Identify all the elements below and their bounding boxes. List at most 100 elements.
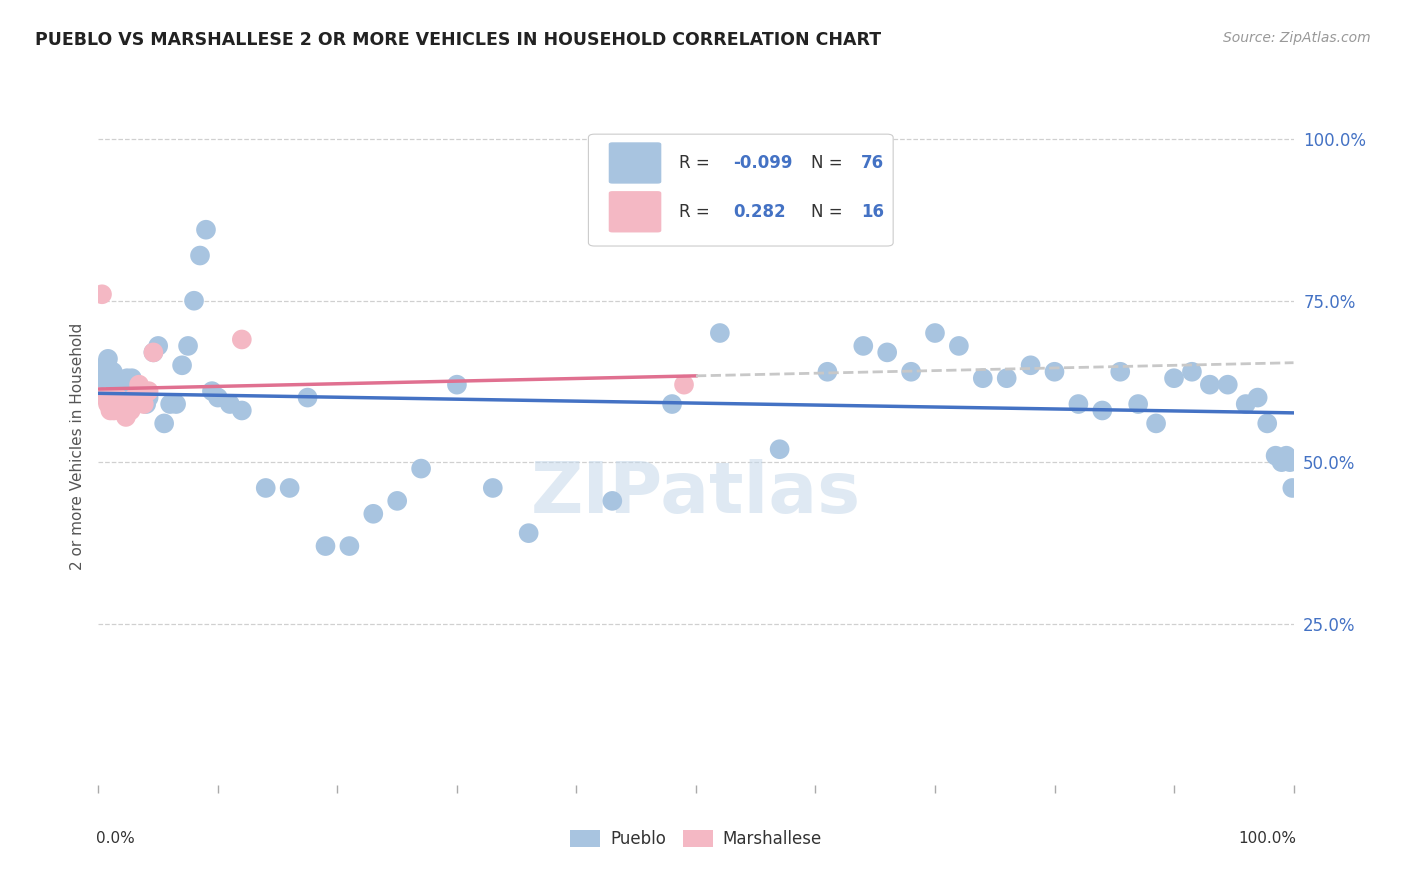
Point bbox=[339, 539, 361, 553]
Point bbox=[924, 326, 946, 340]
Point bbox=[98, 365, 122, 379]
Point bbox=[1271, 455, 1294, 469]
FancyBboxPatch shape bbox=[589, 134, 893, 246]
Point bbox=[481, 481, 505, 495]
Point bbox=[132, 384, 155, 398]
Point bbox=[138, 391, 160, 405]
Point bbox=[1091, 403, 1114, 417]
Point bbox=[142, 345, 165, 359]
Point bbox=[101, 365, 124, 379]
Point bbox=[1067, 397, 1090, 411]
Point bbox=[315, 539, 337, 553]
Point bbox=[363, 507, 385, 521]
Point bbox=[278, 481, 301, 495]
Point bbox=[1256, 417, 1278, 431]
Point bbox=[114, 377, 136, 392]
Text: R =: R = bbox=[679, 202, 716, 221]
Point bbox=[104, 377, 127, 392]
Point bbox=[108, 377, 131, 392]
Point bbox=[131, 391, 153, 405]
Point bbox=[115, 409, 138, 424]
Point bbox=[385, 494, 409, 508]
Point bbox=[661, 397, 683, 411]
Text: 16: 16 bbox=[860, 202, 884, 221]
Point bbox=[183, 293, 205, 308]
Point bbox=[1144, 417, 1167, 431]
Point bbox=[132, 397, 155, 411]
Point bbox=[995, 371, 1018, 385]
Point bbox=[231, 333, 253, 347]
Point bbox=[107, 391, 129, 405]
Point bbox=[219, 397, 242, 411]
Point bbox=[120, 403, 142, 417]
Point bbox=[1019, 359, 1042, 373]
Point bbox=[125, 384, 148, 398]
Point bbox=[815, 365, 838, 379]
Point bbox=[900, 365, 922, 379]
Point bbox=[128, 377, 150, 392]
Point bbox=[1181, 365, 1204, 379]
Point bbox=[1264, 449, 1286, 463]
Point bbox=[673, 377, 696, 392]
Point bbox=[165, 397, 187, 411]
Point bbox=[177, 339, 200, 353]
Text: N =: N = bbox=[811, 154, 848, 172]
Point bbox=[142, 345, 165, 359]
Point bbox=[111, 397, 134, 411]
FancyBboxPatch shape bbox=[609, 191, 661, 233]
Point bbox=[411, 461, 433, 475]
Point bbox=[97, 397, 120, 411]
Point bbox=[876, 345, 898, 359]
Point bbox=[153, 417, 176, 431]
Point bbox=[1281, 481, 1303, 495]
Point bbox=[138, 384, 160, 398]
Point bbox=[121, 371, 143, 385]
Point bbox=[972, 371, 994, 385]
Point bbox=[107, 371, 129, 385]
Point bbox=[1216, 377, 1239, 392]
Point bbox=[172, 359, 194, 373]
Point bbox=[709, 326, 731, 340]
Point bbox=[201, 384, 224, 398]
Point bbox=[517, 526, 540, 541]
Point bbox=[768, 442, 790, 457]
Text: -0.099: -0.099 bbox=[733, 154, 793, 172]
Point bbox=[1128, 397, 1150, 411]
Point bbox=[188, 248, 211, 262]
Text: 0.282: 0.282 bbox=[733, 202, 786, 221]
Point bbox=[91, 287, 114, 301]
Point bbox=[446, 377, 468, 392]
Text: 76: 76 bbox=[860, 154, 884, 172]
Point bbox=[1247, 391, 1270, 405]
Point bbox=[1199, 377, 1222, 392]
Point bbox=[91, 371, 114, 385]
Point bbox=[195, 223, 218, 237]
Text: 100.0%: 100.0% bbox=[1239, 831, 1296, 846]
Text: PUEBLO VS MARSHALLESE 2 OR MORE VEHICLES IN HOUSEHOLD CORRELATION CHART: PUEBLO VS MARSHALLESE 2 OR MORE VEHICLES… bbox=[35, 31, 882, 49]
Point bbox=[124, 391, 146, 405]
Point bbox=[1163, 371, 1185, 385]
Point bbox=[94, 359, 117, 373]
Text: Source: ZipAtlas.com: Source: ZipAtlas.com bbox=[1223, 31, 1371, 45]
Text: R =: R = bbox=[679, 154, 716, 172]
Point bbox=[1109, 365, 1132, 379]
Legend: Pueblo, Marshallese: Pueblo, Marshallese bbox=[564, 823, 828, 855]
Point bbox=[148, 339, 170, 353]
Point bbox=[94, 391, 117, 405]
Point bbox=[1275, 449, 1298, 463]
Point bbox=[254, 481, 277, 495]
Point bbox=[852, 339, 875, 353]
Text: ZIPatlas: ZIPatlas bbox=[531, 459, 860, 528]
Point bbox=[1234, 397, 1257, 411]
Point bbox=[128, 384, 150, 398]
Y-axis label: 2 or more Vehicles in Household: 2 or more Vehicles in Household bbox=[69, 322, 84, 570]
Text: N =: N = bbox=[811, 202, 848, 221]
Text: 0.0%: 0.0% bbox=[96, 831, 135, 846]
Point bbox=[118, 391, 141, 405]
Point bbox=[97, 351, 120, 366]
Point bbox=[602, 494, 624, 508]
Point bbox=[115, 371, 138, 385]
Point bbox=[124, 391, 146, 405]
Point bbox=[98, 403, 122, 417]
Point bbox=[207, 391, 229, 405]
